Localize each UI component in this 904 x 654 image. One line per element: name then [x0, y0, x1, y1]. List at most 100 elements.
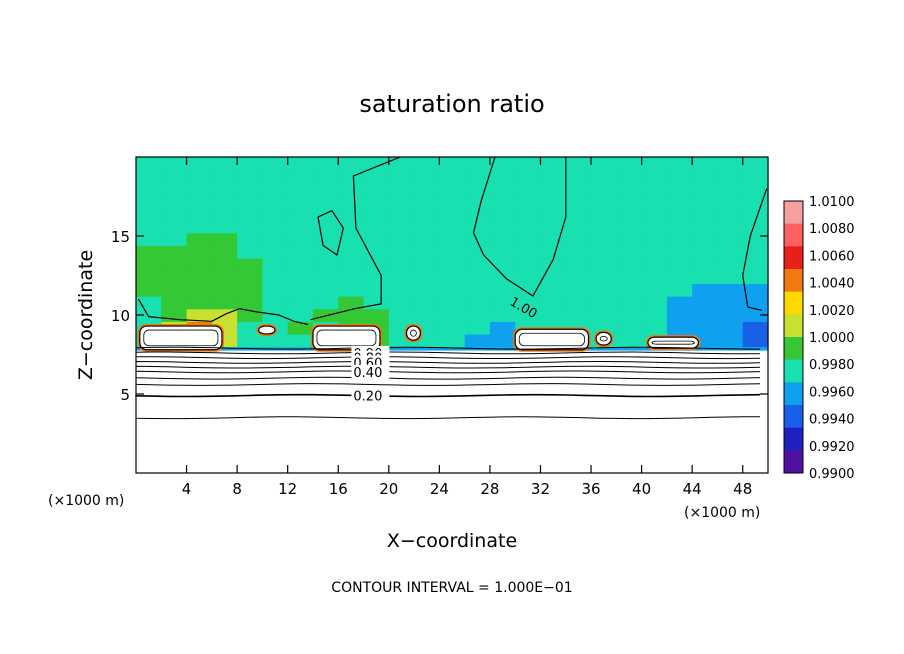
- saturation-field: [136, 157, 769, 473]
- field-cell: [186, 169, 213, 183]
- x-tick-label: 8: [232, 480, 242, 498]
- field-cell: [312, 194, 339, 209]
- colorbar-swatch: [784, 427, 803, 451]
- field-cell: [211, 169, 238, 183]
- field-cell: [591, 296, 617, 310]
- field-cell: [540, 258, 567, 272]
- field-cell: [161, 207, 188, 221]
- contour-label-bg: [351, 364, 390, 379]
- field-cell: [186, 182, 213, 196]
- field-cell: [211, 157, 238, 171]
- field-cell: [515, 258, 542, 272]
- field-cell: [414, 182, 440, 196]
- field-cell: [338, 270, 365, 284]
- field-cell: [641, 169, 668, 183]
- field-cell: [186, 194, 213, 209]
- colorbar-label: 0.9960: [809, 385, 855, 400]
- field-cell: [136, 283, 162, 297]
- field-cell: [717, 207, 744, 221]
- field-cell: [439, 169, 466, 183]
- field-cell: [237, 296, 263, 310]
- field-cell: [616, 245, 643, 259]
- field-cell: [363, 283, 390, 297]
- field-cell: [312, 157, 339, 171]
- field-cell: [641, 270, 668, 284]
- field-cell: [692, 169, 719, 183]
- field-cell: [312, 207, 339, 221]
- field-cell: [666, 308, 693, 322]
- field-cell: [717, 232, 744, 247]
- field-cell: [641, 283, 668, 297]
- field-cell: [515, 220, 542, 234]
- field-cell: [591, 232, 617, 247]
- field-cell: [540, 245, 567, 259]
- field-cell: [540, 308, 567, 322]
- y-tick-label: 5: [120, 386, 130, 404]
- colorbar-swatch: [784, 291, 803, 315]
- field-cell: [565, 194, 592, 209]
- field-cell: [388, 258, 415, 272]
- field-cell: [161, 157, 188, 171]
- stable-contour-line: [135, 383, 761, 386]
- x-tick-label: 44: [683, 480, 702, 498]
- field-cell: [211, 220, 238, 234]
- cloud-inner-contour: [518, 332, 585, 347]
- cloud-outline: [312, 325, 381, 351]
- field-cell: [540, 182, 567, 196]
- colorbar-swatch: [784, 337, 803, 361]
- field-cell: [363, 169, 390, 183]
- field-cell: [136, 169, 162, 183]
- field-cell: [489, 296, 516, 310]
- field-cell: [666, 194, 693, 209]
- field-cell: [136, 207, 162, 221]
- field-cell: [464, 169, 491, 183]
- cloud-outline: [139, 325, 223, 351]
- field-cell: [717, 270, 744, 284]
- field-cell: [287, 245, 314, 259]
- contour-lines: [135, 156, 768, 420]
- field-cell: [515, 157, 542, 171]
- field-cell: [363, 308, 390, 322]
- field-cell: [161, 220, 188, 234]
- contour-label: 0.20: [353, 390, 382, 405]
- field-cell: [641, 194, 668, 209]
- field-cell: [591, 308, 617, 322]
- contour-interval-footer: CONTOUR INTERVAL = 1.000E−01: [331, 580, 572, 596]
- x-tick-label: 24: [430, 480, 449, 498]
- field-cell: [363, 232, 390, 247]
- field-cell: [186, 157, 213, 171]
- cloud-outline: [514, 328, 590, 351]
- field-cell: [312, 169, 339, 183]
- field-cell: [262, 232, 289, 247]
- field-cell: [742, 182, 769, 196]
- field-cell: [591, 157, 617, 171]
- field-cell: [388, 169, 415, 183]
- field-cell: [641, 220, 668, 234]
- field-cell: [616, 308, 643, 322]
- field-cell: [262, 245, 289, 259]
- x-tick-label: 16: [329, 480, 348, 498]
- stable-contour-line: [135, 370, 761, 374]
- field-cell: [312, 245, 339, 259]
- field-cell: [439, 333, 466, 348]
- field-cell: [136, 194, 162, 209]
- colorbar-label: 1.0000: [809, 331, 855, 346]
- stable-contour-line: [135, 393, 761, 398]
- field-cell: [161, 296, 188, 310]
- field-cell: [237, 258, 263, 272]
- field-cell: [312, 258, 339, 272]
- field-cell: [237, 207, 263, 221]
- field-cell: [565, 283, 592, 297]
- stable-contour-line: [135, 346, 761, 350]
- field-cell: [717, 245, 744, 259]
- field-cell: [489, 333, 516, 348]
- field-cell: [388, 245, 415, 259]
- field-cell: [388, 207, 415, 221]
- field-cell: [692, 308, 719, 322]
- field-cell: [186, 296, 213, 310]
- field-cell: [616, 296, 643, 310]
- field-cell: [666, 207, 693, 221]
- field-cell: [414, 308, 440, 322]
- field-cell: [338, 157, 365, 171]
- x-axis-label: X−coordinate: [387, 530, 517, 552]
